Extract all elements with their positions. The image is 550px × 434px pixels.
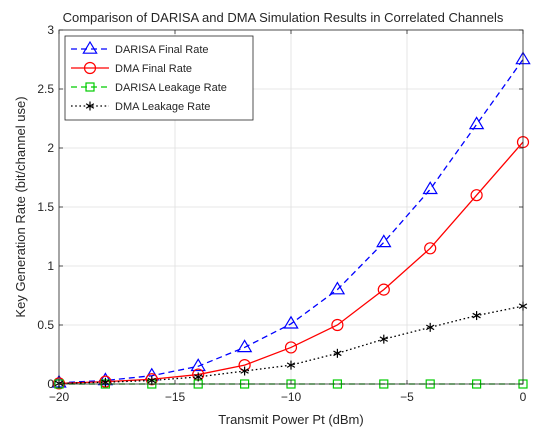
data-point-dma-leakage-rate [472,311,481,321]
series-line-darisa-final-rate [58,59,524,384]
data-point-dma-final-rate [284,341,298,354]
series-layer [51,51,531,390]
data-point-dma-leakage-rate [286,360,296,370]
data-point-dma-final-rate [470,189,483,202]
chart-title: Comparison of DARISA and DMA Simulation … [63,10,504,25]
legend-item-darisa-final-rate: DARISA Final Rate [71,40,209,56]
data-point-darisa-final-rate [329,281,346,295]
legend-marker [85,101,95,111]
legend-marker [82,40,98,54]
data-point-darisa-final-rate [190,358,206,372]
x-tick-label: −15 [165,390,186,404]
data-point-darisa-final-rate [422,181,438,195]
series-dma-final-rate [52,136,530,390]
x-tick-label: −10 [281,390,302,404]
y-tick-label: 2.5 [37,82,54,96]
legend-marker [83,61,97,75]
data-point-dma-final-rate [331,318,344,332]
x-tick-label: 0 [520,390,527,404]
data-point-darisa-final-rate [468,116,485,130]
legend: DARISA Final Rate DMA Final Rate DARISA Le… [64,35,254,121]
y-tick-label: 2 [47,141,54,155]
data-point-darisa-final-rate [376,234,392,248]
data-point-dma-final-rate [377,283,390,296]
data-point-darisa-final-rate [236,339,253,353]
grid [58,29,524,385]
y-axis: 0 0.5 1 1.5 2 2.5 3 [37,23,523,391]
data-point-dma-leakage-rate [147,375,156,385]
legend-item-dma-final-rate: DMA Final Rate [71,61,192,75]
data-point-dma-leakage-rate [240,366,249,376]
y-tick-label: 3 [47,23,54,37]
data-point-dma-final-rate [424,242,437,255]
y-tick-label: 0 [47,377,54,391]
legend-marker [85,82,95,92]
legend-label: DARISA Leakage Rate [115,82,227,94]
x-tick-label: −5 [400,390,414,404]
legend-item-dma-leakage-rate: DMA Leakage Rate [71,101,210,113]
data-point-dma-leakage-rate [194,372,203,382]
data-point-dma-leakage-rate [333,348,342,358]
data-point-darisa-final-rate [283,315,299,329]
x-axis-label: Transmit Power Pt (dBm) [218,412,363,427]
series-line-dma-final-rate [58,141,524,385]
legend-item-darisa-leakage-rate: DARISA Leakage Rate [71,82,227,94]
legend-label: DARISA Final Rate [115,44,209,56]
y-tick-label: 0.5 [37,318,54,332]
y-tick-label: 1.5 [37,200,54,214]
x-tick-label: −20 [49,390,70,404]
legend-label: DMA Final Rate [115,63,192,75]
legend-label: DMA Leakage Rate [115,101,210,113]
data-point-dma-leakage-rate [426,322,435,332]
x-axis: −20 −15 −10 −5 0 [49,30,527,404]
y-axis-label: Key Generation Rate (bit/channel use) [13,96,28,317]
data-point-dma-leakage-rate [379,334,388,344]
y-tick-label: 1 [47,259,54,273]
